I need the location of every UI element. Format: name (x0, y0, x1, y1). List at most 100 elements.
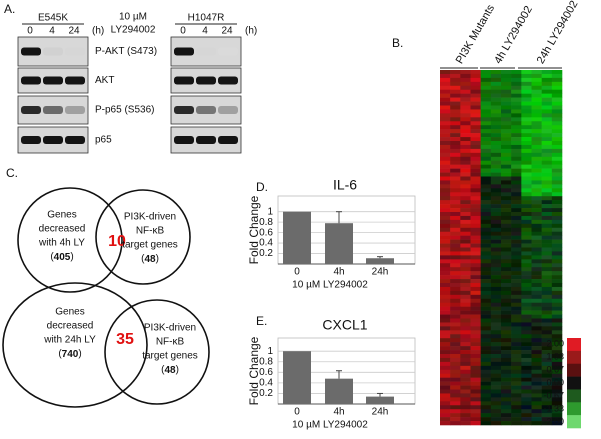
heat-cell (531, 227, 542, 233)
heat-cell (501, 129, 512, 134)
heat-cell (551, 255, 563, 260)
heat-cell (490, 117, 502, 122)
heat-cell (501, 176, 512, 181)
heat-cell (450, 290, 461, 296)
heat-cell (511, 101, 522, 106)
heat-cell (470, 409, 481, 414)
heat-cell (470, 259, 481, 264)
heat-cell (531, 168, 542, 173)
heat-cell (440, 188, 451, 193)
heat-cell (531, 346, 542, 351)
heat-cell (460, 141, 471, 146)
heat-cell (490, 172, 502, 177)
heat-cell (551, 144, 563, 150)
heat-cell (480, 188, 492, 193)
heat-cell (541, 267, 553, 272)
heat-cell (511, 172, 522, 177)
heat-cell (541, 290, 553, 296)
heat-cell (450, 117, 461, 122)
colorbar-step (567, 389, 581, 403)
heat-cell (531, 365, 542, 371)
heat-cell (490, 251, 502, 256)
band (218, 106, 238, 114)
heat-cell (450, 219, 461, 225)
heat-cell (501, 263, 512, 268)
heat-cell (551, 156, 563, 162)
heat-cell (531, 302, 542, 307)
heat-cell (450, 184, 461, 189)
heat-cell (531, 373, 542, 378)
heat-cell (440, 417, 451, 422)
heat-cell (440, 279, 451, 284)
heat-cell (521, 342, 532, 347)
heat-cell (450, 271, 461, 276)
heat-cell (470, 227, 481, 233)
band (43, 136, 63, 144)
heat-cell (531, 235, 542, 240)
heat-cell (470, 326, 481, 331)
group-label: PI3K Mutants (454, 2, 498, 66)
heat-cell (460, 389, 471, 394)
heat-cell (490, 188, 502, 193)
heat-cell (521, 354, 532, 359)
heat-cell (490, 219, 502, 225)
venn-text: Genes (47, 210, 76, 221)
heat-cell (541, 286, 553, 292)
heat-cell (541, 141, 553, 146)
heat-cell (531, 144, 542, 150)
heat-cell (521, 180, 532, 185)
heat-cell (480, 81, 492, 87)
y-tick-label: 0.8 (259, 217, 273, 228)
heat-cell (490, 354, 502, 359)
heat-cell (470, 133, 481, 138)
heat-cell (460, 192, 471, 197)
heat-cell (521, 156, 532, 162)
heat-cell (531, 393, 542, 398)
heat-cell (501, 93, 512, 98)
heat-cell (460, 286, 471, 292)
heat-cell (521, 322, 532, 327)
heat-cell (531, 223, 542, 229)
heat-cell (470, 338, 481, 343)
heat-cell (490, 283, 502, 288)
heat-cell (521, 160, 532, 165)
heat-cell (521, 286, 532, 292)
heat-cell (551, 227, 563, 233)
heat-cell (490, 286, 502, 292)
heat-cell (450, 144, 461, 150)
heat-cell (440, 365, 451, 371)
heat-cell (511, 361, 522, 367)
heat-cell (521, 350, 532, 355)
heat-cell (521, 137, 532, 142)
heat-cell (480, 160, 492, 165)
heat-cell (541, 354, 553, 359)
heat-cell (490, 346, 502, 351)
heat-cell (450, 101, 461, 106)
heat-cell (511, 279, 522, 284)
heat-cell (521, 204, 532, 209)
heat-cell (470, 129, 481, 134)
heat-cell (490, 247, 502, 252)
heat-cell (511, 129, 522, 134)
heat-cell (541, 318, 553, 323)
heat-cell (511, 121, 522, 126)
heat-cell (490, 156, 502, 162)
heat-cell (490, 385, 502, 390)
heat-cell (490, 377, 502, 382)
heat-cell (511, 97, 522, 102)
heat-cell (521, 73, 532, 79)
heat-cell (521, 164, 532, 169)
heat-cell (480, 290, 492, 296)
heat-cell (521, 129, 532, 134)
heat-cell (551, 369, 563, 375)
x-tick-label: 4h (333, 267, 344, 278)
heat-cell (521, 373, 532, 378)
heat-cell (511, 184, 522, 189)
heat-cell (551, 259, 563, 264)
unit: (h) (92, 26, 104, 37)
heat-cell (531, 105, 542, 110)
venn-overlap: 35 (116, 331, 134, 348)
heat-cell (501, 417, 512, 422)
heat-cell (460, 338, 471, 343)
heat-cell (450, 70, 461, 75)
